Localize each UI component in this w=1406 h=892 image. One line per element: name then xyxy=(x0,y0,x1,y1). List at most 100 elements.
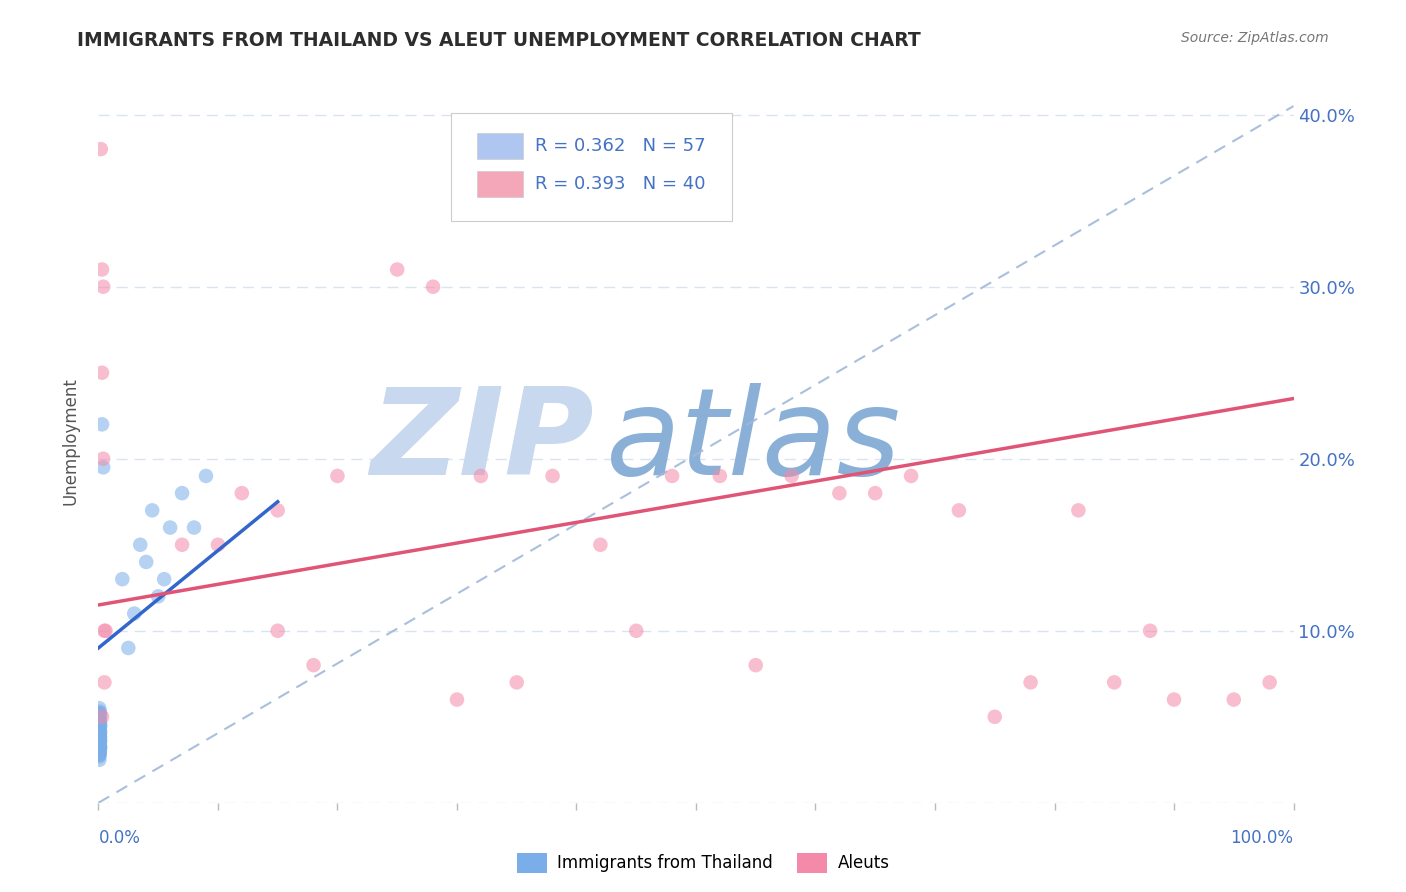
Point xyxy=(89,723,111,738)
Point xyxy=(89,742,111,756)
Point xyxy=(195,469,218,483)
Point xyxy=(89,729,111,743)
Text: Source: ZipAtlas.com: Source: ZipAtlas.com xyxy=(1181,31,1329,45)
Point xyxy=(94,624,117,638)
Point xyxy=(89,713,111,727)
Point xyxy=(89,706,111,721)
Point xyxy=(91,710,114,724)
Point xyxy=(89,723,111,738)
Point xyxy=(91,417,114,432)
Y-axis label: Unemployment: Unemployment xyxy=(62,377,80,506)
Point xyxy=(865,486,887,500)
Point xyxy=(89,740,111,755)
Text: IMMIGRANTS FROM THAILAND VS ALEUT UNEMPLOYMENT CORRELATION CHART: IMMIGRANTS FROM THAILAND VS ALEUT UNEMPL… xyxy=(77,31,921,50)
Point xyxy=(302,658,325,673)
Point xyxy=(446,692,468,706)
Point xyxy=(89,708,111,723)
Text: atlas: atlas xyxy=(606,383,901,500)
Point xyxy=(89,734,111,748)
Point xyxy=(89,713,111,727)
Point xyxy=(91,366,114,380)
Point xyxy=(89,727,111,741)
Point xyxy=(1223,692,1246,706)
Point xyxy=(89,734,111,748)
Point xyxy=(89,718,111,732)
Point xyxy=(745,658,768,673)
Point xyxy=(780,469,803,483)
Point xyxy=(89,725,111,739)
Point xyxy=(89,718,111,732)
Point xyxy=(422,279,444,293)
Point xyxy=(89,714,111,729)
Point xyxy=(385,262,409,277)
FancyBboxPatch shape xyxy=(451,112,733,221)
Point xyxy=(89,744,111,758)
Text: 0.0%: 0.0% xyxy=(98,829,141,847)
Point xyxy=(135,555,157,569)
Point xyxy=(89,746,111,760)
Point xyxy=(89,735,111,749)
Point xyxy=(89,731,111,745)
Point xyxy=(91,460,114,475)
Point xyxy=(506,675,529,690)
Point xyxy=(1258,675,1281,690)
Point xyxy=(89,720,111,734)
Point xyxy=(93,675,115,690)
Point xyxy=(89,716,111,731)
Point xyxy=(89,712,111,726)
Point xyxy=(89,720,111,734)
Point xyxy=(141,503,163,517)
Point xyxy=(231,486,253,500)
Point xyxy=(89,747,111,762)
Point xyxy=(984,710,1007,724)
Point xyxy=(89,747,111,762)
Point xyxy=(326,469,349,483)
Point xyxy=(111,572,134,586)
Point xyxy=(89,737,111,751)
Point xyxy=(89,744,111,758)
Text: R = 0.362   N = 57: R = 0.362 N = 57 xyxy=(534,137,706,155)
Point xyxy=(91,262,114,277)
Point xyxy=(159,520,181,534)
Point xyxy=(89,732,111,747)
Point xyxy=(89,731,111,745)
Point xyxy=(89,735,111,749)
Point xyxy=(89,749,111,764)
Point xyxy=(89,725,111,739)
Point xyxy=(589,538,612,552)
Point xyxy=(1163,692,1185,706)
Point xyxy=(148,590,170,604)
Point xyxy=(89,722,111,736)
Point xyxy=(541,469,564,483)
Point xyxy=(89,710,111,724)
Point xyxy=(89,739,111,753)
Point xyxy=(89,727,111,741)
Point xyxy=(89,727,111,741)
Point xyxy=(709,469,731,483)
Text: 100.0%: 100.0% xyxy=(1230,829,1294,847)
Point xyxy=(153,572,176,586)
Point xyxy=(900,469,922,483)
Point xyxy=(124,607,146,621)
Point xyxy=(828,486,851,500)
Point xyxy=(207,538,229,552)
Legend: Immigrants from Thailand, Aleuts: Immigrants from Thailand, Aleuts xyxy=(510,847,896,880)
Point xyxy=(89,739,111,753)
Point xyxy=(89,706,111,721)
Point xyxy=(90,142,112,156)
Point xyxy=(91,279,114,293)
FancyBboxPatch shape xyxy=(477,171,523,197)
Point xyxy=(267,624,290,638)
Point xyxy=(661,469,683,483)
Text: R = 0.393   N = 40: R = 0.393 N = 40 xyxy=(534,176,706,194)
Point xyxy=(267,503,290,517)
Point xyxy=(117,640,139,655)
Text: ZIP: ZIP xyxy=(371,383,595,500)
Point xyxy=(183,520,205,534)
Point xyxy=(1019,675,1042,690)
Point xyxy=(89,740,111,755)
Point xyxy=(948,503,970,517)
Point xyxy=(172,486,194,500)
Point xyxy=(91,451,114,466)
Point xyxy=(129,538,152,552)
